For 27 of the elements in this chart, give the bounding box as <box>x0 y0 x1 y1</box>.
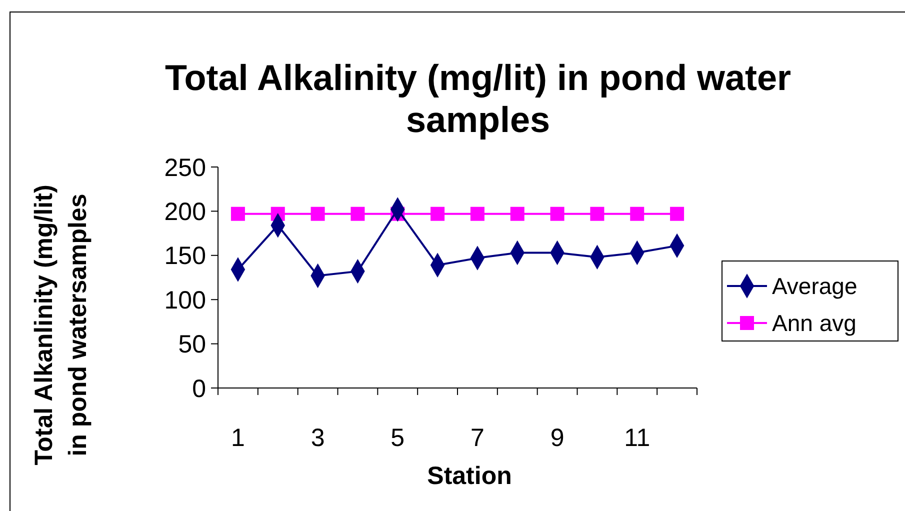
y-tick-label: 100 <box>164 286 206 314</box>
point <box>670 206 684 221</box>
legend-label: Ann avg <box>772 310 856 336</box>
x-tick-label: 1 <box>231 424 245 452</box>
point <box>230 206 245 221</box>
legend-label: Average <box>772 273 858 300</box>
x-tick-label: 3 <box>310 424 325 452</box>
y-tick-label: 200 <box>164 198 206 226</box>
x-tick-label: 11 <box>624 424 650 452</box>
point <box>510 206 524 221</box>
y-tick-label: 50 <box>178 330 206 359</box>
chart-title: Total Alkalinity (mg/lit) in pond water samples <box>164 57 792 140</box>
x-tick-label: 5 <box>390 424 405 452</box>
point <box>430 206 445 221</box>
y-tick-label: 0 <box>192 374 206 403</box>
y-tick-label: 250 <box>164 154 206 182</box>
point <box>630 206 644 221</box>
x-tick-label: 7 <box>470 424 484 452</box>
point <box>590 206 604 221</box>
x-axis-title: Station <box>427 462 512 490</box>
y-axis-title: Total Alkanlinity (mg/lit) in pond watersamples <box>30 184 92 466</box>
x-tick-label: 9 <box>550 424 564 452</box>
point <box>310 206 325 221</box>
point <box>470 206 484 221</box>
y-tick-label: 150 <box>164 242 206 270</box>
point <box>350 206 365 221</box>
point <box>550 206 564 221</box>
